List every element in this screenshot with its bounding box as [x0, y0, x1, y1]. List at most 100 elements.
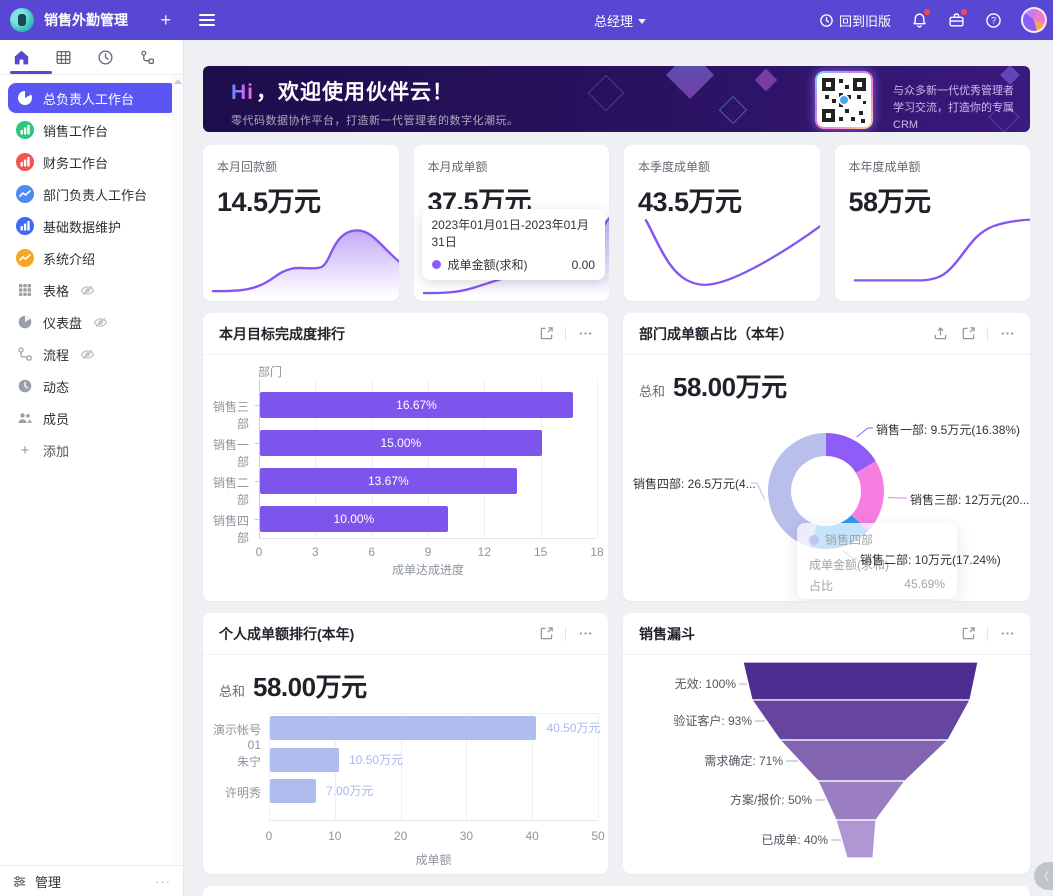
gridline: [484, 380, 486, 538]
y-tick: [255, 519, 259, 520]
stat-card-monthly-deals: 本月成单额 37.5万元 2023年01月01日-2023年01月31日 成单金…: [413, 145, 609, 301]
bar-category-label: 销售四部: [212, 514, 249, 545]
funnel-svg: 无效: 100% 验证客户: 93% 需求确定: 71% 方案/报价: 50% 已成单:…: [673, 661, 979, 859]
donut-tooltip: 销售四部 成单金额(求和) 占比 45.69%: [797, 523, 957, 599]
sidebar-menu: 总负责人工作台 销售工作台 财务工作台 部门负责人工作台基础数据维护系统介绍 表格 仪表盘…: [0, 75, 183, 465]
sidebar-item-仪表盘[interactable]: 仪表盘: [8, 307, 177, 337]
expand-icon[interactable]: [959, 325, 977, 343]
topbar: 销售外勤管理 + 总经理 回到旧版 ?: [0, 0, 1053, 40]
workbench-badge: [961, 9, 967, 15]
role-label: 总经理: [593, 13, 633, 29]
sidebar-item-label: 基础数据维护: [43, 219, 122, 235]
funnel-stage-label: 方案/报价: 50%: [730, 792, 812, 807]
y-tick: [255, 481, 259, 482]
bar-value-label: 15.00%: [380, 436, 422, 450]
sidebar-item-流程[interactable]: 流程: [8, 339, 177, 369]
x-tick-label: 12: [477, 545, 492, 559]
expand-icon[interactable]: [959, 625, 977, 643]
line-icon: [16, 249, 34, 267]
help-icon[interactable]: ?: [984, 11, 1002, 29]
sidebar-item-部门负责人工作台[interactable]: 部门负责人工作台: [8, 179, 177, 209]
stat-label: 本月回款额: [217, 160, 278, 174]
bar-value-label: 10.00%: [333, 512, 375, 526]
stat-value: 43.5万元: [638, 187, 742, 217]
manage-more-icon[interactable]: ···: [155, 873, 171, 889]
x-tick-label: 50: [591, 829, 605, 843]
x-tick-label: 15: [533, 545, 548, 559]
tab-tables-icon[interactable]: [42, 49, 84, 66]
bar-value-label: 13.67%: [367, 474, 409, 488]
more-icon[interactable]: [576, 325, 594, 343]
sidebar-item-成员[interactable]: 成员: [8, 403, 177, 433]
sidebar-scrollbar[interactable]: [172, 76, 183, 864]
tab-workflow-icon[interactable]: [127, 49, 169, 66]
sidebar-item-动态[interactable]: 动态: [8, 371, 177, 401]
banner-decoration: [587, 74, 625, 112]
tab-home-icon[interactable]: [0, 49, 42, 66]
expand-icon[interactable]: [537, 325, 555, 343]
mini-line-chart: [644, 219, 820, 286]
gridline: [428, 380, 429, 538]
gridline: [597, 380, 598, 538]
banner-subtitle: 零代码数据协作平台，打造新一代管理者的数字化潮玩。: [231, 115, 519, 127]
bar: 7.00万元: [270, 779, 373, 803]
role-selector[interactable]: 总经理: [560, 0, 680, 40]
bar-category-label: 销售二部: [212, 476, 249, 507]
eye-off-icon[interactable]: [80, 347, 95, 362]
bar-value-label: 40.50万元: [546, 721, 601, 735]
expand-icon[interactable]: [537, 625, 555, 643]
x-axis-label: 成单达成进度: [391, 563, 465, 577]
topbar-left: 销售外勤管理 +: [0, 0, 183, 40]
x-tick-label: 0: [265, 829, 273, 843]
sidebar-item-销售工作台[interactable]: 销售工作台: [8, 115, 177, 145]
add-app-button[interactable]: +: [160, 10, 171, 30]
more-icon[interactable]: [998, 325, 1016, 343]
sidebar-manage-row[interactable]: 管理 ···: [0, 865, 183, 896]
sidebar-item-总负责人工作台[interactable]: 总负责人工作台: [8, 83, 177, 113]
bar: 16.67%: [260, 392, 574, 418]
gauge-icon: [16, 313, 34, 331]
card-title: 本月目标完成度排行: [219, 325, 345, 342]
mini-area-chart: [211, 229, 399, 297]
card-header: 销售漏斗: [623, 613, 1030, 655]
bar: 15.00%: [260, 430, 542, 456]
tab-history-icon[interactable]: [85, 49, 127, 66]
x-tick-label: 9: [424, 545, 432, 559]
funnel-stage-0: [742, 661, 979, 701]
more-icon[interactable]: [998, 625, 1016, 643]
tooltip-series-label: 成单金额(求和): [447, 258, 528, 272]
bar-value-label: 16.67%: [396, 398, 437, 412]
y-tick: [255, 405, 259, 406]
funnel-stage-label: 验证客户: 93%: [673, 713, 752, 728]
y-axis-line: [259, 380, 260, 538]
stat-card-year-deals: 本年度成单额 58万元: [834, 145, 1030, 301]
gridline: [540, 380, 542, 538]
stat-card-quarter-deals: 本季度成单额 43.5万元: [624, 145, 820, 301]
x-tick-label: 3: [311, 545, 319, 559]
eye-off-icon[interactable]: [93, 315, 108, 330]
x-tick-label: 10: [328, 829, 342, 843]
x-axis-label: 成单额: [415, 853, 452, 867]
x-tick-label: 6: [368, 545, 375, 559]
more-icon[interactable]: [576, 625, 594, 643]
sidebar-add-button[interactable]: + 添加: [6, 435, 179, 465]
main-content: Hi，欢迎使用伙伴云！ 零代码数据协作平台，打造新一代管理者的数字化潮玩。 与众…: [184, 40, 1053, 896]
y-axis-title: 部门: [258, 365, 283, 379]
export-icon[interactable]: [931, 325, 949, 343]
sidebar-item-基础数据维护[interactable]: 基础数据维护: [8, 211, 177, 241]
sidebar-item-系统介绍[interactable]: 系统介绍: [8, 243, 177, 273]
collapse-panel-handle[interactable]: 〈: [1034, 862, 1053, 890]
user-avatar[interactable]: [1021, 7, 1047, 33]
qr-code: [815, 71, 873, 129]
card-header: 部门成单额占比（本年）: [623, 313, 1030, 355]
workbench-briefcase-icon[interactable]: [947, 9, 967, 29]
notifications-bell-icon[interactable]: [910, 9, 930, 29]
eye-off-icon[interactable]: [80, 283, 95, 298]
hamburger-menu-icon[interactable]: [199, 11, 215, 29]
topbar-actions: 回到旧版 ?: [819, 0, 1047, 40]
bar-category-label: 销售一部: [212, 438, 249, 469]
sidebar-item-财务工作台[interactable]: 财务工作台: [8, 147, 177, 177]
back-to-old-version-link[interactable]: 回到旧版: [819, 11, 891, 30]
sidebar-item-表格[interactable]: 表格: [8, 275, 177, 305]
tooltip-date-range: 2023年01月01日-2023年01月31日: [431, 218, 589, 249]
